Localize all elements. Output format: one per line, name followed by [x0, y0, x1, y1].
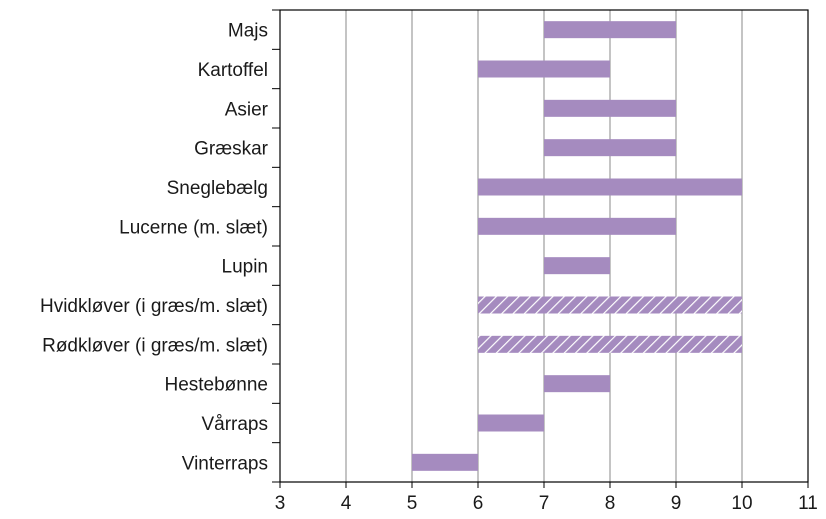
category-label: Sneglebælg: [167, 178, 268, 199]
x-tick-label: 9: [671, 493, 682, 514]
bar-10: [478, 414, 544, 432]
grid-lines: [345, 10, 743, 482]
bar-1: [478, 60, 610, 78]
x-tick-label: 8: [605, 493, 616, 514]
bars: [412, 21, 742, 471]
bar-3: [544, 139, 676, 157]
category-label: Asier: [225, 99, 269, 120]
axis-ticks: [272, 9, 809, 488]
bar-4: [478, 178, 742, 196]
labels: 3 4 5 6 7 8 9 10 11 Majs Kartoffel Asier Græskar Sneg…: [40, 21, 818, 514]
bar-8: [478, 335, 742, 353]
x-tick-label: 4: [341, 493, 352, 514]
category-label: Hvidkløver (i græs/m. slæt): [40, 296, 268, 317]
category-label: Hestebønne: [164, 375, 268, 396]
x-tick-label: 11: [798, 493, 818, 514]
category-label: Kartoffel: [198, 60, 268, 81]
bar-9: [544, 375, 610, 393]
x-tick-label: 7: [539, 493, 550, 514]
category-label: Majs: [228, 21, 268, 42]
x-tick-label: 3: [275, 493, 286, 514]
bar-0: [544, 21, 676, 39]
category-label: Rødkløver (i græs/m. slæt): [42, 335, 268, 356]
bar-11: [412, 453, 478, 471]
category-label: Vårraps: [201, 414, 268, 435]
category-label: Vinterraps: [182, 453, 268, 474]
bar-7: [478, 296, 742, 314]
category-label: Græskar: [194, 139, 269, 160]
category-label: Lupin: [222, 257, 269, 278]
x-tick-label: 10: [731, 493, 752, 514]
bar-6: [544, 257, 610, 275]
bar-5: [478, 217, 676, 235]
x-tick-label: 6: [473, 493, 484, 514]
x-tick-label: 5: [407, 493, 418, 514]
category-label: Lucerne (m. slæt): [119, 217, 268, 238]
bar-2: [544, 99, 676, 117]
